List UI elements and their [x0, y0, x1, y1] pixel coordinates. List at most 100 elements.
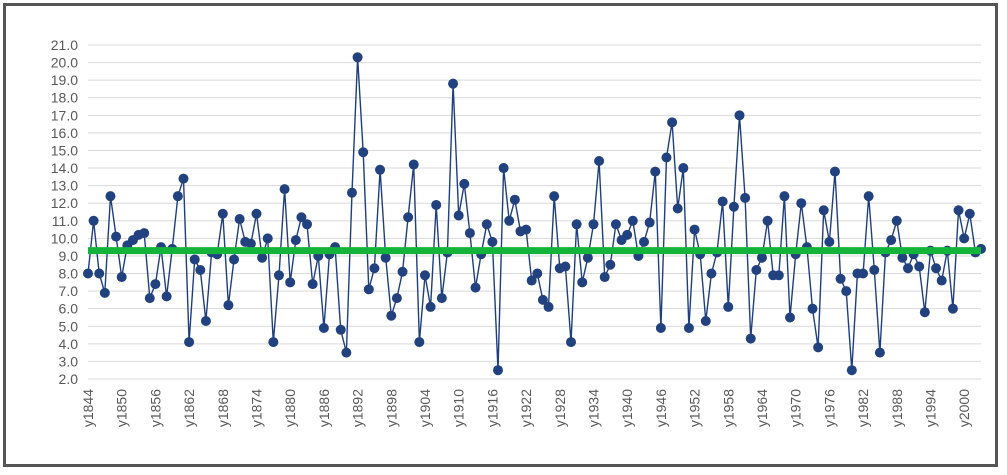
- data-point: [223, 300, 234, 311]
- x-tick-label: y1922: [518, 389, 534, 427]
- x-tick-label: y1862: [181, 389, 197, 427]
- y-tick-label: 19.0: [51, 72, 78, 88]
- data-point: [728, 201, 739, 212]
- y-tick-label: 8.0: [59, 266, 79, 282]
- data-point: [234, 214, 245, 225]
- x-tick-label: y2000: [956, 389, 972, 427]
- data-point: [543, 301, 554, 312]
- x-tick-label: y1880: [282, 389, 298, 427]
- data-point: [740, 192, 751, 203]
- data-point: [105, 191, 116, 202]
- data-point: [756, 252, 767, 263]
- data-point: [936, 275, 947, 286]
- data-point: [448, 78, 459, 89]
- y-tick-label: 15.0: [51, 142, 78, 158]
- data-point: [745, 333, 756, 344]
- x-tick-label: y1964: [754, 389, 770, 427]
- data-point: [835, 273, 846, 284]
- data-point: [886, 235, 897, 246]
- data-point: [818, 205, 829, 216]
- data-point: [779, 191, 790, 202]
- data-point: [813, 342, 824, 353]
- x-tick-label: y1874: [248, 389, 264, 427]
- data-point: [537, 294, 548, 305]
- data-point: [667, 117, 678, 128]
- data-point: [144, 293, 155, 304]
- y-tick-label: 2.0: [59, 371, 79, 387]
- data-point: [959, 233, 970, 244]
- data-point: [425, 301, 436, 312]
- y-tick-label: 11.0: [52, 213, 78, 229]
- data-point: [751, 265, 762, 276]
- data-point: [605, 259, 616, 270]
- chart-frame: 2.0 3.0 4.0 5.0 6.0 7.0 8.0 9.0 10.0 11.0 12.0 13.0…: [3, 3, 998, 467]
- y-tick-label: 17.0: [51, 107, 78, 123]
- data-point: [498, 163, 509, 174]
- data-point: [375, 164, 386, 175]
- data-point: [111, 231, 122, 242]
- data-point: [363, 284, 374, 295]
- data-point: [262, 233, 273, 244]
- data-point: [689, 224, 700, 235]
- data-point: [386, 310, 397, 321]
- data-point: [341, 347, 352, 358]
- data-point: [257, 252, 268, 263]
- x-tick-label: y1952: [687, 389, 703, 427]
- y-tick-label: 9.0: [59, 248, 79, 264]
- data-point: [734, 110, 745, 121]
- data-point: [369, 263, 380, 274]
- data-point: [526, 275, 537, 286]
- y-tick-label: 21.0: [51, 37, 78, 53]
- data-point: [408, 159, 419, 170]
- data-point: [189, 254, 200, 265]
- data-point: [83, 268, 93, 279]
- data-point: [358, 147, 369, 158]
- y-axis-labels: 2.0 3.04.0 5.06.0 7.08.0 9.0 10.011.0 12.013.0…: [51, 37, 78, 387]
- data-point: [627, 215, 638, 226]
- x-tick-label: y1868: [215, 389, 231, 427]
- data-point: [459, 178, 470, 189]
- y-tick-label: 18.0: [51, 90, 78, 106]
- data-point: [919, 307, 930, 318]
- data-point: [346, 187, 357, 198]
- x-tick-label: y1844: [80, 389, 96, 427]
- data-point: [178, 173, 189, 184]
- x-tick-label: y1856: [147, 389, 163, 427]
- y-tick-label: 10.0: [51, 230, 78, 246]
- data-point: [470, 282, 481, 293]
- data-point: [391, 293, 402, 304]
- data-point: [521, 224, 532, 235]
- x-tick-label: y1940: [619, 389, 635, 427]
- y-tick-label: 13.0: [51, 178, 78, 194]
- data-point: [549, 191, 560, 202]
- data-point: [610, 219, 621, 230]
- x-tick-label: y1916: [484, 389, 500, 427]
- data-point: [431, 199, 442, 210]
- data-point: [577, 277, 588, 288]
- data-point: [588, 219, 599, 230]
- data-point: [953, 205, 964, 216]
- x-tick-label: y1958: [720, 389, 736, 427]
- data-point: [639, 236, 650, 247]
- data-point: [509, 194, 520, 205]
- data-point: [824, 236, 835, 247]
- data-point: [307, 279, 318, 290]
- x-tick-label: y1988: [889, 389, 905, 427]
- data-point: [492, 365, 503, 376]
- y-tick-label: 3.0: [59, 353, 79, 369]
- data-point: [414, 337, 425, 348]
- data-point: [571, 219, 582, 230]
- data-point: [785, 312, 796, 323]
- data-point: [88, 215, 99, 226]
- x-tick-label: y1892: [350, 389, 366, 427]
- data-point: [487, 236, 498, 247]
- x-tick-label: y1946: [653, 389, 669, 427]
- data-point: [796, 198, 807, 209]
- data-point: [661, 152, 672, 163]
- x-tick-label: y1886: [316, 389, 332, 427]
- data-point: [94, 268, 105, 279]
- y-tick-label: 14.0: [51, 160, 78, 176]
- x-tick-label: y1928: [552, 389, 568, 427]
- data-point: [644, 217, 655, 228]
- data-point: [841, 286, 852, 297]
